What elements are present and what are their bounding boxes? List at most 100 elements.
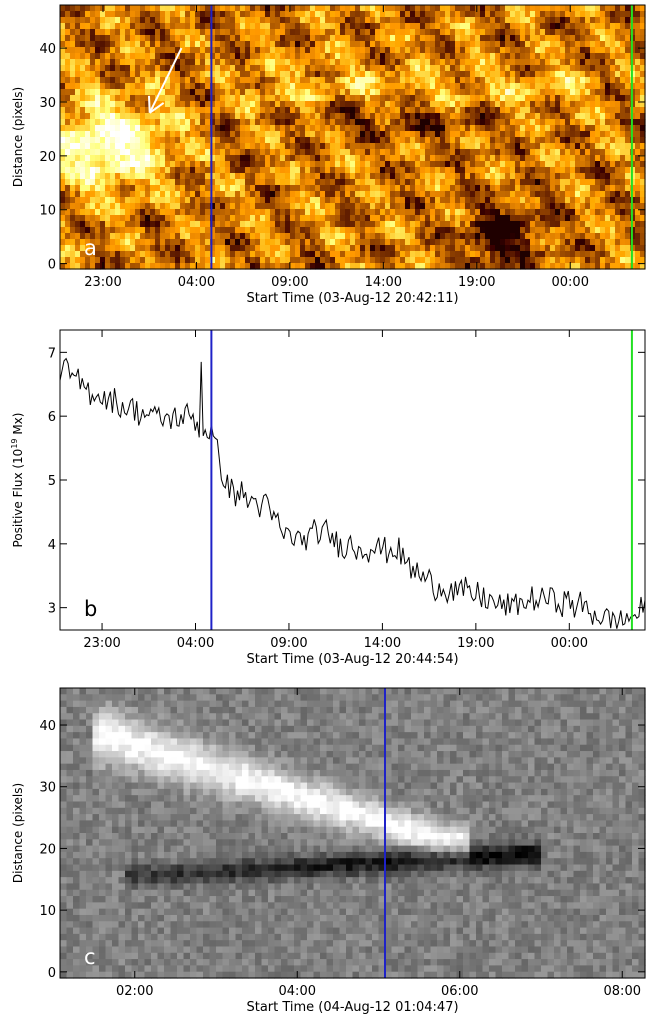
image-pixel — [435, 119, 441, 126]
image-pixel — [475, 251, 481, 258]
image-pixel — [165, 11, 171, 18]
image-pixel — [545, 185, 551, 192]
image-pixel — [260, 251, 266, 258]
image-pixel — [400, 35, 406, 42]
image-pixel — [465, 209, 471, 216]
image-pixel — [200, 59, 206, 66]
image-pixel — [570, 179, 576, 186]
image-pixel — [270, 53, 276, 60]
image-pixel — [460, 197, 466, 204]
image-pixel — [615, 149, 621, 156]
image-pixel — [285, 167, 291, 174]
image-pixel — [555, 107, 561, 114]
image-pixel — [385, 197, 391, 204]
image-pixel — [195, 227, 201, 234]
image-pixel — [345, 149, 351, 156]
image-pixel — [145, 59, 151, 66]
image-pixel — [530, 95, 536, 102]
image-pixel — [195, 143, 201, 150]
image-pixel — [150, 119, 156, 126]
image-pixel — [70, 131, 76, 138]
image-pixel — [310, 125, 316, 132]
image-pixel — [270, 179, 276, 186]
image-pixel — [465, 29, 471, 36]
image-pixel — [135, 83, 141, 90]
image-pixel — [460, 23, 466, 30]
image-pixel — [75, 137, 81, 144]
image-pixel — [545, 95, 551, 102]
image-pixel — [320, 149, 326, 156]
image-pixel — [350, 59, 356, 66]
image-pixel — [215, 23, 221, 30]
image-pixel — [565, 167, 571, 174]
image-pixel — [200, 263, 206, 270]
image-pixel — [435, 65, 441, 72]
image-pixel — [270, 125, 276, 132]
image-pixel — [370, 233, 376, 240]
image-pixel — [130, 125, 136, 132]
image-pixel — [60, 263, 66, 270]
image-pixel — [600, 197, 606, 204]
image-pixel — [205, 215, 211, 222]
image-pixel — [560, 227, 566, 234]
image-pixel — [210, 59, 216, 66]
image-pixel — [320, 239, 326, 246]
image-pixel — [130, 47, 136, 54]
image-pixel — [545, 29, 551, 36]
image-pixel — [435, 179, 441, 186]
image-pixel — [225, 239, 231, 246]
image-pixel — [315, 125, 321, 132]
image-pixel — [405, 53, 411, 60]
image-pixel — [450, 65, 456, 72]
image-pixel — [145, 209, 151, 216]
image-pixel — [120, 17, 126, 24]
image-pixel — [70, 53, 76, 60]
image-pixel — [100, 191, 106, 198]
image-pixel — [180, 179, 186, 186]
image-pixel — [615, 185, 621, 192]
image-pixel — [555, 23, 561, 30]
image-pixel — [400, 137, 406, 144]
image-pixel — [470, 179, 476, 186]
image-pixel — [315, 173, 321, 180]
image-pixel — [390, 59, 396, 66]
image-pixel — [520, 173, 526, 180]
image-pixel — [435, 77, 441, 84]
image-pixel — [70, 143, 76, 150]
image-pixel — [445, 89, 451, 96]
image-pixel — [210, 155, 216, 162]
image-pixel — [590, 137, 596, 144]
image-pixel — [435, 233, 441, 240]
image-pixel — [495, 107, 501, 114]
image-pixel — [225, 137, 231, 144]
image-pixel — [225, 197, 231, 204]
image-pixel — [370, 17, 376, 24]
image-pixel — [295, 65, 301, 72]
image-pixel — [190, 107, 196, 114]
image-pixel — [170, 227, 176, 234]
image-pixel — [520, 263, 526, 270]
image-pixel — [75, 257, 81, 264]
image-pixel — [570, 89, 576, 96]
image-pixel — [155, 221, 161, 228]
image-pixel — [135, 65, 141, 72]
image-pixel — [185, 143, 191, 150]
image-pixel — [250, 191, 256, 198]
image-pixel — [515, 251, 521, 258]
image-pixel — [115, 245, 121, 252]
image-pixel — [500, 119, 506, 126]
image-pixel — [310, 221, 316, 228]
image-pixel — [370, 89, 376, 96]
image-pixel — [530, 197, 536, 204]
image-pixel — [215, 197, 221, 204]
image-pixel — [120, 215, 126, 222]
image-pixel — [615, 113, 621, 120]
image-pixel — [380, 89, 386, 96]
image-pixel — [605, 227, 611, 234]
image-pixel — [355, 83, 361, 90]
image-pixel — [310, 83, 316, 90]
image-pixel — [480, 161, 486, 168]
image-pixel — [385, 209, 391, 216]
image-pixel — [65, 221, 71, 228]
image-pixel — [235, 203, 241, 210]
